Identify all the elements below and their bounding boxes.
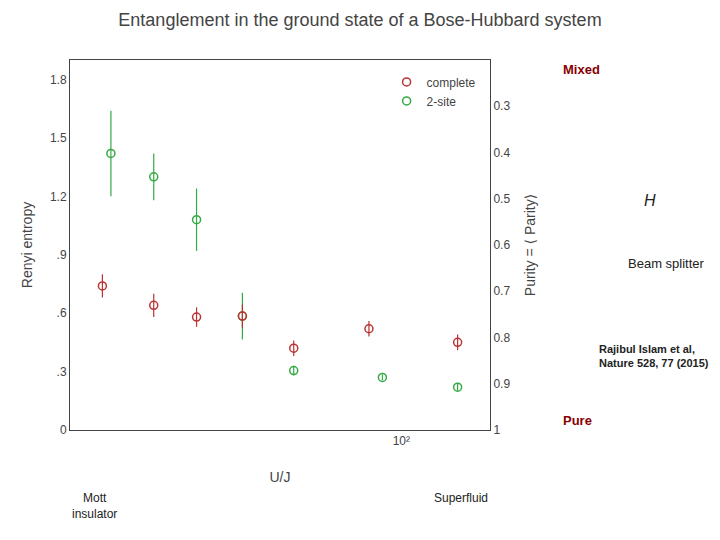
svg-text:1: 1 xyxy=(493,423,500,437)
svg-text:Mottinsulator: Mottinsulator xyxy=(72,491,117,521)
svg-text:.3: .3 xyxy=(57,365,67,379)
svg-text:0.9: 0.9 xyxy=(493,377,510,391)
svg-text:2-site: 2-site xyxy=(427,95,457,109)
svg-text:Renyi entropy: Renyi entropy xyxy=(19,202,35,288)
svg-text:10²: 10² xyxy=(393,434,410,448)
svg-text:1.5: 1.5 xyxy=(50,131,67,145)
svg-text:Entanglement in the ground sta: Entanglement in the ground state of a Bo… xyxy=(118,10,601,30)
svg-text:Rajibul Islam et al,Nature 528: Rajibul Islam et al,Nature 528, 77 (2015… xyxy=(599,343,709,369)
svg-text:Beam splitter: Beam splitter xyxy=(628,256,705,271)
svg-text:0.4: 0.4 xyxy=(493,146,510,160)
svg-text:1.2: 1.2 xyxy=(50,190,67,204)
svg-text:0.5: 0.5 xyxy=(493,192,510,206)
svg-text:U/J: U/J xyxy=(270,469,291,485)
svg-text:Pure: Pure xyxy=(563,413,592,428)
svg-text:H: H xyxy=(644,192,656,209)
svg-text:Superfluid: Superfluid xyxy=(434,491,488,505)
svg-text:Purity = ⟨ Parity⟩: Purity = ⟨ Parity⟩ xyxy=(522,194,538,296)
svg-text:.9: .9 xyxy=(57,248,67,262)
svg-text:0: 0 xyxy=(60,423,67,437)
svg-text:0.6: 0.6 xyxy=(493,238,510,252)
svg-text:.6: .6 xyxy=(57,306,67,320)
svg-text:0.8: 0.8 xyxy=(493,331,510,345)
svg-text:Mixed: Mixed xyxy=(563,62,600,77)
svg-text:1.8: 1.8 xyxy=(50,73,67,87)
svg-text:0.7: 0.7 xyxy=(493,284,510,298)
svg-text:complete: complete xyxy=(427,76,476,90)
svg-text:0.3: 0.3 xyxy=(493,99,510,113)
